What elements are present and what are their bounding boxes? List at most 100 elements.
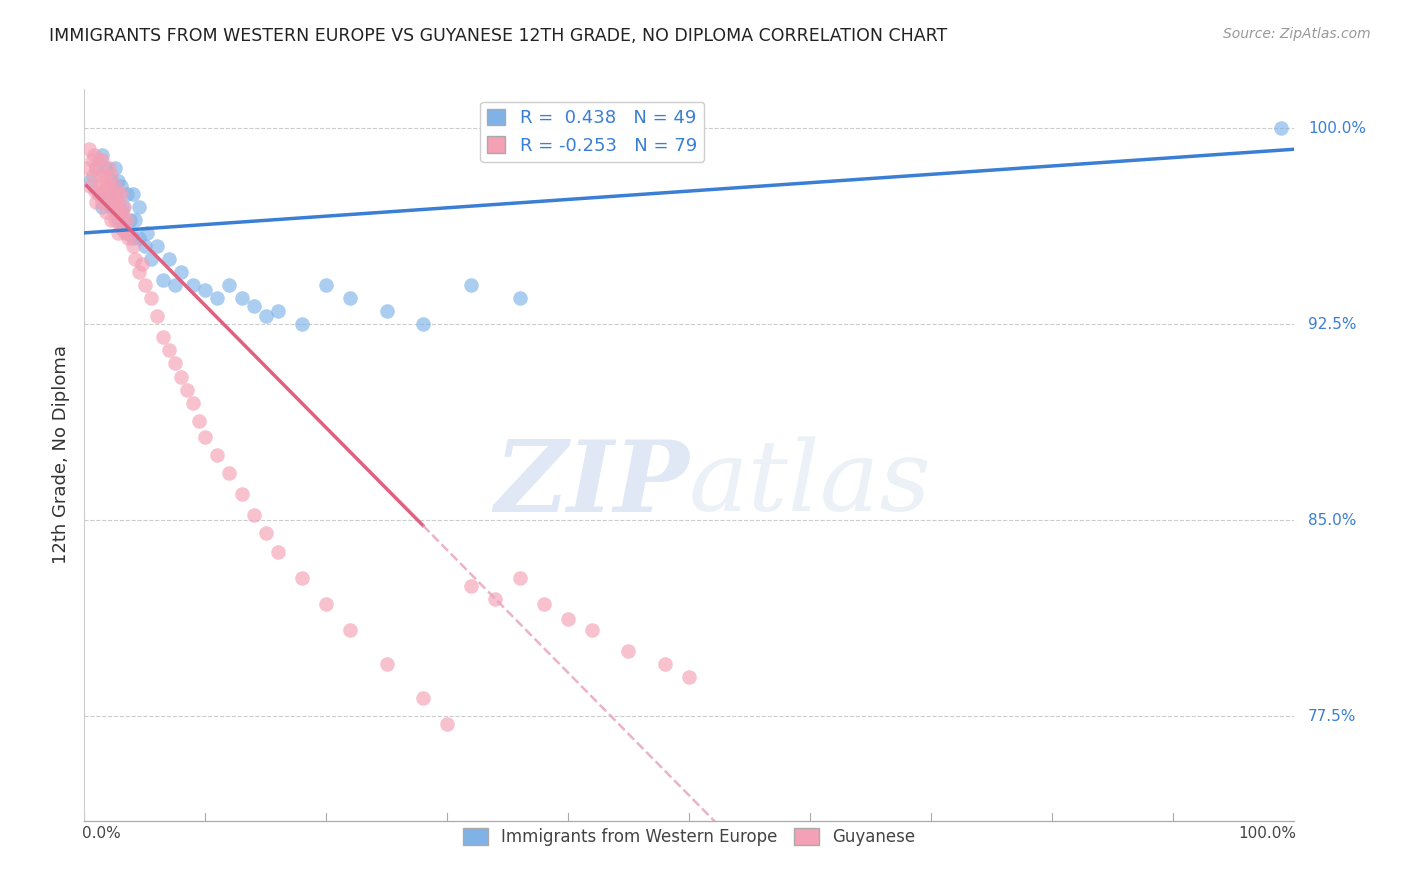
Point (77, 142, 100, 156)
Point (509, 571, 531, 585)
Point (91, 194, 114, 209)
Point (231, 487, 253, 501)
Point (117, 231, 139, 245)
Point (89, 169, 111, 183)
Point (91, 147, 114, 161)
Point (134, 278, 156, 293)
Point (146, 310, 169, 324)
Point (100, 200, 122, 214)
Point (339, 623, 361, 637)
Point (339, 291, 361, 305)
Point (1270, 121, 1292, 136)
Point (97, 194, 120, 209)
Legend: Immigrants from Western Europe, Guyanese: Immigrants from Western Europe, Guyanese (456, 821, 922, 853)
Point (218, 278, 240, 293)
Point (103, 200, 125, 214)
Point (104, 212, 127, 227)
Point (115, 226, 138, 240)
Point (375, 657, 398, 671)
Point (181, 395, 204, 409)
Point (165, 357, 187, 371)
Point (194, 430, 217, 444)
Point (94, 161, 117, 175)
Point (107, 174, 129, 188)
Point (108, 200, 131, 214)
Point (533, 597, 555, 611)
Point (115, 212, 138, 227)
Point (267, 544, 290, 558)
Point (96, 178, 118, 193)
Point (104, 194, 127, 209)
Point (110, 220, 132, 235)
Point (100, 212, 122, 227)
Point (76, 161, 98, 175)
Point (94, 205, 117, 219)
Point (91, 153, 114, 167)
Point (114, 226, 136, 240)
Point (115, 186, 138, 201)
Point (98, 178, 121, 193)
Point (97, 161, 120, 175)
Point (617, 644, 640, 658)
Point (110, 205, 132, 219)
Point (139, 252, 162, 266)
Point (83, 147, 105, 161)
Point (94, 169, 117, 183)
Point (120, 212, 142, 227)
Point (97, 186, 120, 201)
Point (557, 613, 579, 627)
Text: ZIP: ZIP (494, 436, 689, 533)
Point (112, 220, 135, 235)
Point (654, 657, 676, 671)
Point (170, 369, 193, 384)
Point (188, 414, 211, 428)
Text: 77.5%: 77.5% (1308, 708, 1357, 723)
Point (121, 186, 143, 201)
Point (110, 186, 132, 201)
Text: 0.0%: 0.0% (82, 826, 121, 841)
Point (104, 178, 127, 193)
Text: 85.0%: 85.0% (1308, 513, 1357, 528)
Y-axis label: 12th Grade, No Diploma: 12th Grade, No Diploma (52, 345, 70, 565)
Point (218, 467, 240, 481)
Point (136, 226, 159, 240)
Point (107, 226, 129, 240)
Point (112, 212, 135, 227)
Point (509, 291, 531, 305)
Point (146, 239, 169, 253)
Point (242, 299, 264, 313)
Text: Source: ZipAtlas.com: Source: ZipAtlas.com (1223, 27, 1371, 41)
Point (87, 153, 110, 167)
Point (91, 200, 114, 214)
Text: 92.5%: 92.5% (1308, 317, 1357, 332)
Point (131, 257, 153, 271)
Point (254, 310, 277, 324)
Point (581, 623, 603, 637)
Point (242, 508, 264, 522)
Point (104, 186, 127, 201)
Point (86, 194, 108, 209)
Point (87, 186, 110, 201)
Point (128, 265, 150, 279)
Point (100, 174, 122, 188)
Point (267, 304, 290, 318)
Point (80, 153, 103, 167)
Point (120, 226, 142, 240)
Point (254, 526, 277, 541)
Point (315, 278, 337, 293)
Point (121, 239, 143, 253)
Point (82, 169, 104, 183)
Point (678, 670, 700, 684)
Point (105, 205, 128, 219)
Text: 100.0%: 100.0% (1237, 826, 1296, 841)
Point (412, 318, 434, 332)
Point (86, 161, 108, 175)
Point (84, 184, 107, 198)
Point (176, 383, 198, 397)
Point (107, 186, 129, 201)
Point (231, 291, 253, 305)
Point (79, 174, 101, 188)
Point (315, 597, 337, 611)
Point (90, 178, 112, 193)
Point (86, 161, 108, 175)
